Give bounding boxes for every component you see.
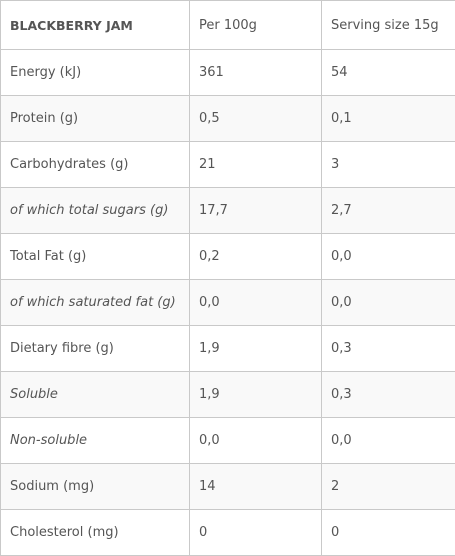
- row-label: Energy (kJ): [1, 50, 190, 96]
- header-cell: BLACKBERRY JAM: [1, 1, 190, 50]
- value-cell: 0,3: [322, 372, 455, 418]
- header-row: BLACKBERRY JAM Per 100g Serving size 15g: [1, 1, 455, 50]
- value-cell: 54: [322, 50, 455, 96]
- value-cell: 1,9: [190, 372, 322, 418]
- value-cell: 21: [190, 142, 322, 188]
- row-label: Dietary fibre (g): [1, 326, 190, 372]
- value-cell: 0,5: [190, 96, 322, 142]
- value-cell: 2: [322, 464, 455, 510]
- value-cell: 0,0: [322, 418, 455, 464]
- value-cell: 0,0: [190, 280, 322, 326]
- value-cell: 0,0: [190, 418, 322, 464]
- value-cell: 361: [190, 50, 322, 96]
- row-label: of which saturated fat (g): [1, 280, 190, 326]
- value-cell: 14: [190, 464, 322, 510]
- value-cell: 0: [190, 510, 322, 556]
- value-cell: 3: [322, 142, 455, 188]
- row-label: Soluble: [1, 372, 190, 418]
- row-label: Protein (g): [1, 96, 190, 142]
- header-cell: Serving size 15g: [322, 1, 455, 50]
- row-label: Non-soluble: [1, 418, 190, 464]
- value-cell: 1,9: [190, 326, 322, 372]
- value-cell: 0,0: [322, 234, 455, 280]
- value-cell: 0,2: [190, 234, 322, 280]
- value-cell: 17,7: [190, 188, 322, 234]
- row-label: Cholesterol (mg): [1, 510, 190, 556]
- row-label: Sodium (mg): [1, 464, 190, 510]
- value-cell: 0,3: [322, 326, 455, 372]
- header-cell: Per 100g: [190, 1, 322, 50]
- value-cell: 0,0: [322, 280, 455, 326]
- value-cell: 0,1: [322, 96, 455, 142]
- value-cell: 0: [322, 510, 455, 556]
- row-label: of which total sugars (g): [1, 188, 190, 234]
- row-label: Total Fat (g): [1, 234, 190, 280]
- value-cell: 2,7: [322, 188, 455, 234]
- row-label: Carbohydrates (g): [1, 142, 190, 188]
